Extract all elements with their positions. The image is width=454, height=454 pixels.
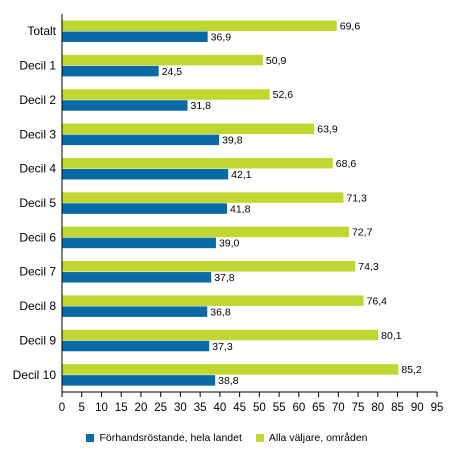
bar-alla-valjare xyxy=(62,89,270,100)
category-label: Decil 2 xyxy=(19,93,56,107)
category-label: Decil 10 xyxy=(13,368,57,382)
x-tick-label: 0 xyxy=(59,402,65,414)
legend: Förhandsröstande, hela landet Alla välja… xyxy=(0,428,454,448)
x-tick-label: 55 xyxy=(273,402,286,414)
category-label: Decil 4 xyxy=(19,162,56,176)
data-label: 74,3 xyxy=(358,261,379,273)
bar-forhandsrostande xyxy=(62,237,216,249)
category-labels-group: Totalt Decil 1 Decil 2 Decil 3 Decil 4 Decil … xyxy=(13,24,57,382)
bar-alla-valjare xyxy=(62,364,399,375)
data-label: 39,8 xyxy=(222,135,243,147)
bar-alla-valjare xyxy=(62,226,349,238)
x-tick-label: 15 xyxy=(115,402,128,414)
category-label: Decil 8 xyxy=(19,299,56,313)
bar-forhandsrostande xyxy=(62,168,229,180)
category-label: Decil 3 xyxy=(19,127,56,141)
data-label: 38,8 xyxy=(218,375,239,387)
legend-label-series-2: Alla väljare, områden xyxy=(268,432,368,444)
bar-alla-valjare xyxy=(62,123,315,135)
x-tick-label: 30 xyxy=(174,402,187,414)
x-tick-label: 95 xyxy=(431,402,444,414)
bar-forhandsrostande xyxy=(62,375,216,386)
bar-forhandsrostande xyxy=(62,31,208,42)
data-label: 71,3 xyxy=(346,192,367,204)
x-ticks-group: 0 5 10 15 20 25 30 35 40 45 50 55 60 65 70 75 80 85 90 95 xyxy=(59,392,444,414)
bar-alla-valjare xyxy=(62,295,364,306)
bar-alla-valjare xyxy=(62,261,356,272)
category-label: Decil 6 xyxy=(19,230,56,244)
data-label: 80,1 xyxy=(381,330,402,342)
data-label: 36,8 xyxy=(210,306,231,318)
legend-item-series-1: Förhandsröstande, hela landet xyxy=(86,432,242,444)
data-label: 50,9 xyxy=(266,55,287,67)
data-label: 68,6 xyxy=(336,158,357,170)
category-label: Decil 1 xyxy=(19,59,56,73)
data-label: 31,8 xyxy=(191,100,212,112)
data-label: 72,7 xyxy=(352,227,373,239)
x-tick-label: 5 xyxy=(79,402,85,414)
bar-forhandsrostande xyxy=(62,306,208,317)
bar-alla-valjare xyxy=(62,157,333,169)
bar-alla-valjare xyxy=(62,192,344,203)
bar-alla-valjare xyxy=(62,54,263,66)
x-tick-label: 20 xyxy=(135,402,148,414)
x-tick-label: 40 xyxy=(213,402,226,414)
data-label: 37,3 xyxy=(212,341,233,353)
bar-forhandsrostande xyxy=(62,65,159,77)
x-tick-label: 90 xyxy=(411,402,424,414)
bar-forhandsrostande xyxy=(62,100,188,111)
bar-alla-valjare xyxy=(62,20,337,31)
x-tick-label: 25 xyxy=(154,402,167,414)
x-tick-label: 35 xyxy=(194,402,207,414)
x-tick-label: 85 xyxy=(391,402,404,414)
x-tick-label: 50 xyxy=(253,402,266,414)
bar-forhandsrostande xyxy=(62,272,212,283)
x-tick-label: 60 xyxy=(292,402,305,414)
x-tick-label: 80 xyxy=(371,402,384,414)
category-label: Decil 7 xyxy=(19,265,56,279)
category-label: Decil 5 xyxy=(19,196,56,210)
x-tick-label: 45 xyxy=(233,402,246,414)
bar-forhandsrostande xyxy=(62,203,227,214)
legend-label-series-1: Förhandsröstande, hela landet xyxy=(99,432,242,444)
data-label: 37,8 xyxy=(214,272,235,284)
x-tick-label: 65 xyxy=(312,402,325,414)
data-label: 52,6 xyxy=(273,89,294,101)
data-label: 85,2 xyxy=(401,364,422,376)
legend-swatch-series-1 xyxy=(86,434,95,442)
bar-forhandsrostande xyxy=(62,340,210,352)
legend-swatch-series-2 xyxy=(255,434,264,442)
bar-forhandsrostande xyxy=(62,134,220,146)
data-label: 39,0 xyxy=(219,238,240,250)
data-label: 42,1 xyxy=(231,169,252,181)
category-label: Totalt xyxy=(27,24,56,38)
data-label: 24,5 xyxy=(162,66,183,78)
data-label: 76,4 xyxy=(367,295,388,307)
legend-item-series-2: Alla väljare, områden xyxy=(255,432,368,444)
data-label: 63,9 xyxy=(317,124,338,136)
x-tick-label: 10 xyxy=(95,402,108,414)
x-tick-label: 75 xyxy=(352,402,365,414)
bars-group: 69,6 36,9 50,9 24,5 52,6 31,8 63,9 39,8 68,6 42,1… xyxy=(62,20,422,387)
bar-alla-valjare xyxy=(62,329,379,341)
data-label: 36,9 xyxy=(211,32,232,44)
data-label: 69,6 xyxy=(340,21,361,33)
x-tick-label: 70 xyxy=(332,402,345,414)
category-label: Decil 9 xyxy=(19,333,56,347)
data-label: 41,8 xyxy=(230,203,251,215)
